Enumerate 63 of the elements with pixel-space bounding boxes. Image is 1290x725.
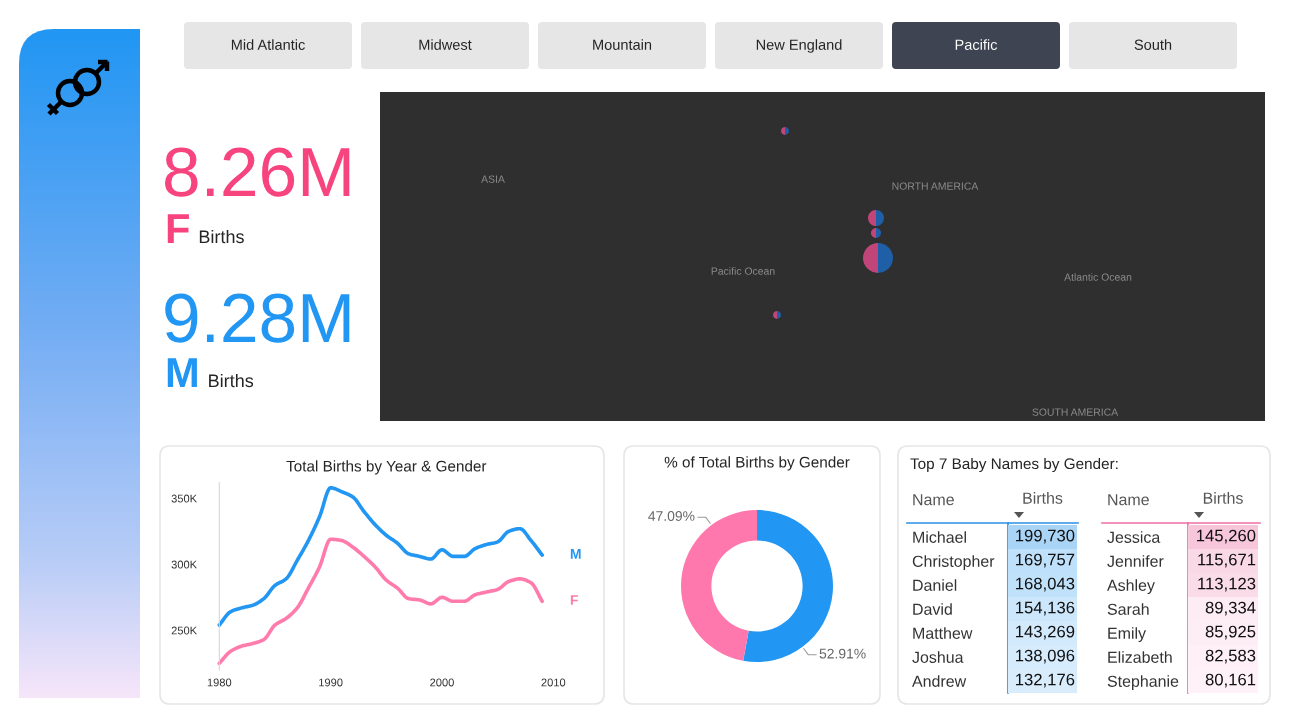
category-label: Pacific [955, 39, 998, 50]
category-label: Mountain [593, 39, 652, 50]
category-label: Stephanie [1107, 675, 1179, 691]
category-label: Jennifer [1107, 555, 1164, 567]
text: Name [1108, 494, 1149, 506]
category-label: Michael [913, 531, 966, 543]
text: 82,583 [1205, 649, 1256, 664]
text: SOUTH AMERICA [1032, 408, 1119, 416]
text: 85,925 [1205, 625, 1256, 640]
x-tick-label: 2000 [430, 678, 454, 687]
text: 113,123 [1198, 577, 1256, 592]
category-label: Matthew [913, 627, 973, 639]
x-tick-label: 2010 [541, 678, 566, 687]
category-label: Sarah [1107, 603, 1149, 615]
text: 154,136 [1016, 601, 1075, 616]
category-label: Jessica [1107, 531, 1161, 543]
text: 132,176 [1016, 673, 1075, 688]
category-label: Andrew [912, 675, 967, 687]
text: 138,096 [1016, 649, 1075, 664]
text: Births [209, 373, 254, 388]
x-tick-label: 1990 [319, 678, 343, 687]
y-tick-label: 350K [171, 494, 197, 503]
text: 115,671 [1198, 553, 1256, 568]
text: Top 7 Baby Names by Gender: [910, 457, 1118, 473]
text: Pacific Ocean [711, 267, 775, 275]
chart-title: % of Total Births by Gender [664, 456, 850, 471]
category-label: Mid Atlantic [231, 39, 305, 50]
text: Atlantic Ocean [1064, 273, 1132, 281]
category-label: Ashley [1107, 579, 1155, 595]
category-label: Daniel [913, 579, 957, 591]
category-label: Births [1203, 492, 1243, 504]
category-label: Births [1023, 492, 1063, 504]
text: M [570, 549, 581, 559]
text: 199,730 [1016, 529, 1075, 544]
text: 145,260 [1197, 529, 1256, 544]
text: Name [913, 494, 954, 506]
category-label: Christopher [912, 555, 995, 571]
text: 89,334 [1205, 601, 1256, 616]
category-label: New England [756, 39, 842, 53]
data-label: 47.09% [648, 511, 695, 521]
category-label: M [167, 358, 197, 387]
category-label: F [167, 214, 189, 243]
data-label: 52.91% [819, 648, 866, 659]
chart-title: Total Births by Year & Gender [286, 460, 487, 475]
text: 143,269 [1016, 625, 1075, 640]
category-label: Joshua [912, 651, 964, 663]
text: ASIA [481, 175, 505, 183]
text: 169,757 [1016, 553, 1075, 568]
category-label: Midwest [419, 39, 472, 50]
y-tick-label: 300K [171, 560, 197, 569]
y-tick-label: 250K [171, 626, 197, 635]
text: NORTH AMERICA [892, 182, 979, 190]
text: Births [199, 229, 244, 244]
text: 168,043 [1016, 577, 1075, 592]
text: F [570, 595, 578, 605]
text: 8.26M [165, 147, 350, 197]
text: 80,161 [1205, 673, 1256, 688]
text: 9.28M [165, 293, 350, 343]
x-tick-label: 1980 [207, 678, 232, 687]
category-label: Emily [1108, 627, 1147, 643]
category-label: David [913, 603, 952, 615]
category-label: South [1134, 39, 1172, 50]
category-label: Elizabeth [1108, 651, 1172, 663]
